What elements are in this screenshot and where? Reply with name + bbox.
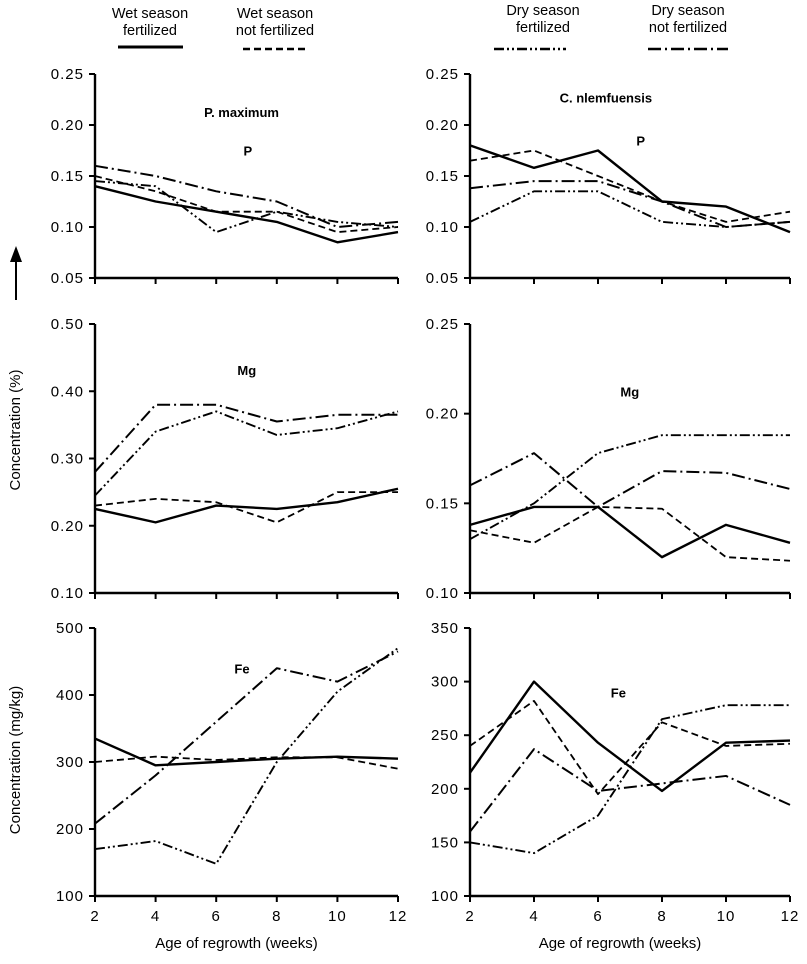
panel-title: P. maximum: [204, 105, 279, 120]
panel-title: C. nlemfuensis: [560, 91, 652, 106]
y-tick-label: 0.05: [426, 270, 459, 287]
series-line-solid: [469, 680, 791, 793]
series-line-dashed: [94, 491, 398, 524]
y-axis-label-mgkg: Concentration (mg/kg): [7, 686, 24, 834]
chart-panels: 0.050.100.150.200.25P. maximumP0.050.100…: [51, 66, 800, 952]
series-line-solid: [94, 737, 399, 767]
legend-item: Wet season not fertilized: [236, 6, 314, 51]
x-tick-label: 10: [328, 908, 347, 925]
series-line-dashdotdot: [94, 180, 399, 234]
series-line-dashed: [469, 699, 791, 796]
y-tick-label: 0.20: [426, 117, 459, 134]
y-tick-label: 0.10: [51, 585, 84, 602]
y-tick-label: 0.25: [426, 316, 459, 333]
y-tick-label: 0.20: [51, 518, 84, 535]
y-tick-label: 0.10: [426, 219, 459, 236]
panel-6: 100 150 200 250 300 350 2 4 6 8 10 12 Age of regrowt…: [431, 620, 800, 952]
y-tick-label: 0.15: [51, 168, 84, 185]
legend-label: Dry season fertilized: [506, 3, 579, 36]
y-tick-label: 400: [56, 687, 84, 704]
x-tick-label: 6: [212, 908, 221, 925]
x-tick-label: 12: [389, 908, 408, 925]
x-tick-label: 10: [717, 908, 736, 925]
y-tick-label: 0.30: [51, 451, 84, 468]
x-axis-label: Age of regrowth (weeks): [539, 935, 702, 952]
series-line-dashdot: [469, 452, 791, 508]
y-tick-label: 100: [431, 888, 459, 905]
nutrient-label: P: [636, 133, 645, 148]
y-tick-label: 0.10: [426, 585, 459, 602]
y-tick-label: 350: [431, 620, 459, 637]
series-line-dashed: [469, 149, 791, 223]
y-tick-label: 0.20: [426, 406, 459, 423]
x-tick-label: 8: [272, 908, 281, 925]
x-tick-label: 4: [529, 908, 538, 925]
y-tick-label: 0.05: [51, 270, 84, 287]
panel-4: 0.10 0.15 0.20 0.25 Mg: [426, 316, 791, 602]
y-tick-label: 150: [431, 834, 459, 851]
legend: Wet season fertilized Wet season not fertil…: [112, 3, 728, 51]
x-tick-label: 8: [657, 908, 666, 925]
x-tick-label: 2: [465, 908, 474, 925]
series-line-solid: [94, 185, 399, 244]
series-line-dashdotdot: [94, 410, 399, 497]
series-line-dashdotdot: [469, 434, 790, 541]
nutrient-label: Mg: [620, 385, 639, 400]
y-tick-label: 0.25: [51, 66, 84, 83]
x-tick-label: 12: [781, 908, 800, 925]
legend-label: Dry season not fertilized: [649, 3, 727, 36]
series-line-dashdot: [94, 164, 399, 228]
y-tick-label: 200: [431, 781, 459, 798]
x-axis-label: Age of regrowth (weeks): [155, 935, 318, 952]
series-line-dashdot: [469, 748, 791, 833]
legend-item: Dry season fertilized: [494, 3, 580, 51]
y-tick-label: 0.25: [426, 66, 459, 83]
series-line-dashed: [94, 175, 399, 234]
x-tick-label: 6: [593, 908, 602, 925]
y-tick-label: 0.40: [51, 383, 84, 400]
legend-item: Dry season not fertilized: [648, 3, 728, 51]
nutrient-label: P: [243, 144, 252, 159]
y-tick-label: 300: [431, 674, 459, 691]
legend-item: Wet season fertilized: [112, 6, 188, 49]
series-line-solid: [94, 487, 399, 524]
series-line-solid: [469, 505, 791, 559]
series-line-dashdot: [94, 403, 398, 473]
x-tick-label: 4: [151, 908, 160, 925]
panel-3: 0.10 0.20 0.30 0.40 0.50 Mg: [51, 316, 399, 602]
y-tick-label: 0.20: [51, 117, 84, 134]
series-line-dashdotdot: [94, 647, 399, 865]
y-tick-label: 0.15: [426, 168, 459, 185]
series-line-dashdot: [469, 180, 791, 228]
nutrient-label: Mg: [237, 363, 256, 378]
series-line-dashed: [469, 506, 791, 562]
panel-1: 0.05 0.10 0.15 0.20 0.25 P. maximum P: [51, 66, 399, 287]
y-tick-label: 500: [56, 620, 84, 637]
nutrient-label: Fe: [234, 662, 249, 677]
series-line-dashdot: [94, 650, 399, 825]
legend-label: Wet season fertilized: [112, 6, 188, 39]
y-tick-label: 0.10: [51, 219, 84, 236]
legend-label: Wet season not fertilized: [236, 6, 314, 39]
series-line-dashed: [94, 755, 399, 770]
y-axis-label-percent: Concentration (%): [7, 370, 24, 491]
panel-2: 0.05 0.10 0.15 0.20 0.25 C. nlemfuensis P: [426, 66, 791, 287]
y-tick-label: 250: [431, 727, 459, 744]
y-tick-label: 200: [56, 821, 84, 838]
nutrient-label: Fe: [611, 686, 626, 701]
y-tick-label: 0.15: [426, 495, 459, 512]
series-line-solid: [469, 144, 791, 234]
panel-5: 100 200 300 400 500 2 4 6 8 10 12 Age of regrowth (…: [56, 620, 408, 952]
y-axis-labels: Concentration (%) Concentration (mg/kg): [7, 246, 24, 834]
y-axis-arrowhead: [10, 246, 22, 262]
y-tick-label: 0.50: [51, 316, 84, 333]
series-line-dashdotdot: [469, 190, 791, 228]
y-tick-label: 100: [56, 888, 84, 905]
y-tick-label: 300: [56, 754, 84, 771]
series-line-dashdotdot: [469, 704, 790, 855]
x-tick-label: 2: [90, 908, 99, 925]
